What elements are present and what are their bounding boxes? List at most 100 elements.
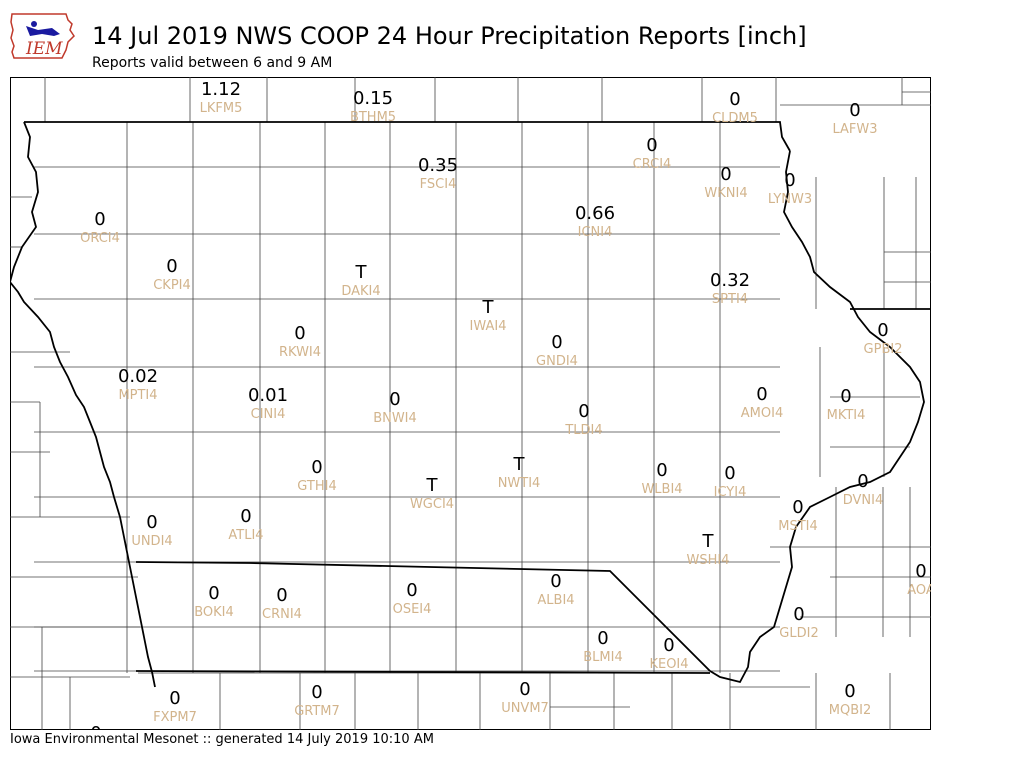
- station-id: FSCI4: [420, 177, 457, 192]
- precip-value: T: [426, 475, 439, 496]
- precip-value: 0: [663, 635, 674, 656]
- precip-value: 0: [597, 628, 608, 649]
- precip-value: 0: [551, 332, 562, 353]
- precip-value: 0: [169, 688, 180, 709]
- station-id: LAFW3: [832, 122, 877, 137]
- precip-value: 0.15: [353, 88, 393, 109]
- precip-value: 0: [311, 682, 322, 703]
- precip-value: 0: [90, 723, 101, 730]
- precip-value: 0: [724, 463, 735, 484]
- iowa-south-border: [135, 561, 711, 674]
- station-id: OSEI4: [393, 602, 432, 617]
- station-id: DVNI4: [843, 493, 884, 508]
- station-id: WSHI4: [687, 553, 730, 568]
- precip-value: 0: [756, 384, 767, 405]
- station-id: BNWI4: [373, 411, 417, 426]
- precip-value: 0: [389, 389, 400, 410]
- page-subtitle: Reports valid between 6 and 9 AM: [92, 55, 333, 71]
- station-id: GPBI2: [864, 342, 903, 357]
- station-id: DAKI4: [341, 284, 380, 299]
- precip-value: 0: [276, 585, 287, 606]
- state-lines: [10, 121, 931, 688]
- station-id: GTHI4: [297, 479, 336, 494]
- station-id: BLMI4: [583, 650, 622, 665]
- precip-value: 0.01: [248, 385, 288, 406]
- station-id: NWTI4: [498, 476, 541, 491]
- precip-value: 0.35: [418, 155, 458, 176]
- station-id: ORCI4: [80, 231, 120, 246]
- precip-value: 0: [784, 170, 795, 191]
- precip-value: T: [355, 262, 368, 283]
- station-id: GRTM7: [294, 704, 340, 719]
- precip-value: 0: [792, 497, 803, 518]
- station-id: MPTI4: [118, 388, 157, 403]
- station-id: WGCI4: [410, 497, 454, 512]
- iowa-outline-shape: [10, 13, 75, 59]
- precip-value: T: [482, 297, 495, 318]
- logo-text: IEM: [25, 39, 63, 59]
- station-id: CRNI4: [262, 607, 302, 622]
- precip-value: 0: [793, 604, 804, 625]
- station-id: BTHM5: [350, 110, 396, 125]
- station-id: ICNI4: [578, 225, 613, 240]
- precip-value: 0: [240, 506, 251, 527]
- precip-value: 0: [915, 561, 926, 582]
- page-footer: Iowa Environmental Mesonet :: generated …: [10, 732, 434, 747]
- precip-value: 0: [720, 164, 731, 185]
- precip-value: 0.32: [710, 270, 750, 291]
- station-id: LYNW3: [768, 192, 812, 207]
- iowa-east-border: [709, 150, 925, 684]
- logo-accent-shape: [26, 26, 60, 36]
- precip-value: 0: [94, 209, 105, 230]
- station-id: WKNI4: [704, 186, 747, 201]
- precip-value: 0: [656, 460, 667, 481]
- station-id: WLBI4: [641, 482, 682, 497]
- station-id: GNDI4: [536, 354, 578, 369]
- station-id: RKWI4: [279, 345, 321, 360]
- station-id: AOA: [907, 583, 931, 598]
- page-title: 14 Jul 2019 NWS COOP 24 Hour Precipitati…: [92, 22, 807, 50]
- precip-value: 0: [294, 323, 305, 344]
- county-lines: [10, 77, 931, 730]
- station-id: TLDI4: [564, 423, 602, 438]
- precip-value: 0: [646, 135, 657, 156]
- precip-value: 0.66: [575, 203, 615, 224]
- precip-value: 0: [406, 580, 417, 601]
- precip-value: 1.12: [201, 79, 241, 100]
- station-marker: 0: [90, 723, 101, 730]
- station-id: CKPI4: [153, 278, 191, 293]
- precip-value: 0: [550, 571, 561, 592]
- precip-value: 0: [729, 89, 740, 110]
